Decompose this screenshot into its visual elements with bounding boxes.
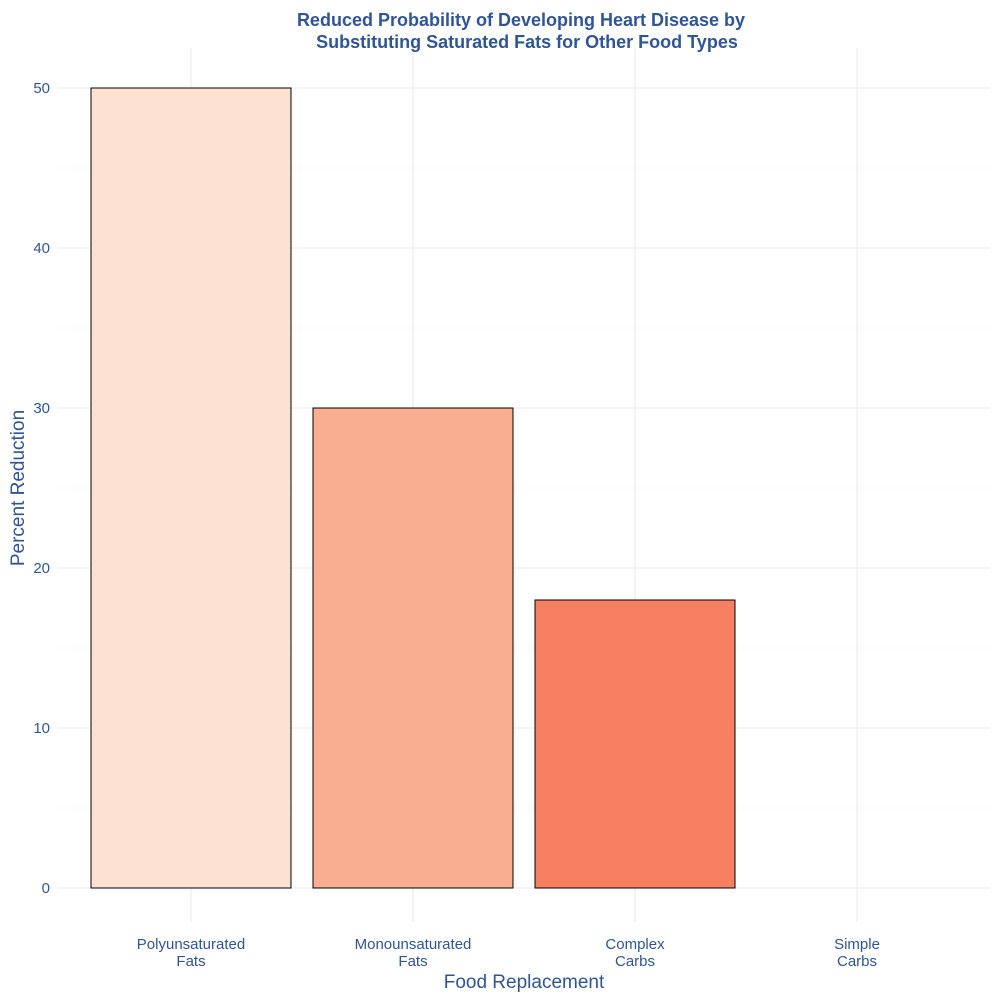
x-tick-label: Complex Carbs [605, 936, 665, 970]
y-tick-label: 40 [33, 240, 50, 257]
x-tick-label: Polyunsaturated Fats [137, 936, 245, 970]
x-tick-label: Simple Carbs [834, 936, 880, 970]
y-axis-ticks: 0 10 20 30 40 50 [33, 80, 50, 897]
x-tick-label: Monounsaturated Fats [355, 936, 472, 970]
x-axis-ticks: Polyunsaturated Fats Monounsaturated Fats Co… [137, 936, 880, 970]
bar-2 [534, 599, 736, 889]
chart-title-line-2: Substituting Saturated Fats for Other Fo… [316, 32, 738, 52]
bars [90, 87, 736, 889]
y-tick-label: 30 [33, 400, 50, 417]
y-axis-title: Percent Reduction [8, 410, 29, 566]
y-tick-label: 50 [33, 80, 50, 97]
y-tick-label: 10 [33, 720, 50, 737]
chart-title-line-1: Reduced Probability of Developing Heart … [297, 10, 745, 30]
y-tick-label: 0 [42, 880, 50, 897]
bar-1 [312, 407, 514, 889]
bar-0 [90, 87, 292, 889]
y-tick-label: 20 [33, 560, 50, 577]
x-axis-title: Food Replacement [444, 972, 605, 993]
